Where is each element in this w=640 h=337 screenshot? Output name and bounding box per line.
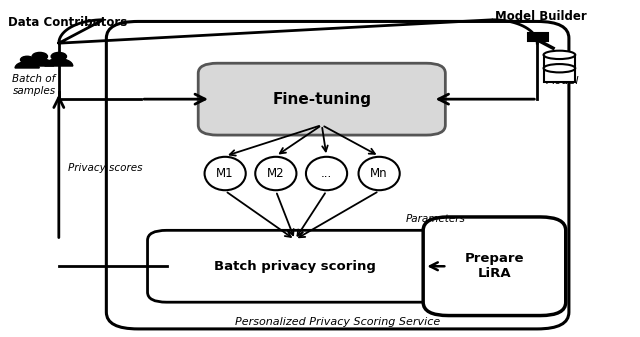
Ellipse shape xyxy=(543,64,575,72)
Text: Privacy scores: Privacy scores xyxy=(68,163,143,174)
Wedge shape xyxy=(15,62,39,68)
Text: Fine-tuning: Fine-tuning xyxy=(272,92,371,106)
Wedge shape xyxy=(26,59,54,66)
Text: Batch privacy scoring: Batch privacy scoring xyxy=(214,260,376,273)
Text: M2: M2 xyxy=(267,167,285,180)
Text: ...: ... xyxy=(321,167,332,180)
Text: Mn: Mn xyxy=(371,167,388,180)
Text: M1: M1 xyxy=(216,167,234,180)
FancyBboxPatch shape xyxy=(423,217,566,315)
Text: Batch of
samples: Batch of samples xyxy=(12,74,56,96)
Circle shape xyxy=(51,53,67,61)
Ellipse shape xyxy=(306,157,347,190)
Circle shape xyxy=(20,56,34,63)
Text: Prepare
LiRA: Prepare LiRA xyxy=(465,252,524,280)
FancyBboxPatch shape xyxy=(106,22,569,329)
Text: Data Contributors: Data Contributors xyxy=(8,17,127,29)
FancyBboxPatch shape xyxy=(198,63,445,135)
Ellipse shape xyxy=(205,157,246,190)
FancyBboxPatch shape xyxy=(148,230,442,302)
Text: Parameters: Parameters xyxy=(406,214,466,224)
Circle shape xyxy=(32,53,47,61)
Ellipse shape xyxy=(543,51,575,59)
Text: Model Builder: Model Builder xyxy=(495,10,586,23)
FancyBboxPatch shape xyxy=(528,33,548,41)
Ellipse shape xyxy=(255,157,296,190)
Text: Model: Model xyxy=(546,76,579,86)
Wedge shape xyxy=(45,59,73,66)
FancyBboxPatch shape xyxy=(543,55,575,82)
Ellipse shape xyxy=(358,157,400,190)
Text: Personalized Privacy Scoring Service: Personalized Privacy Scoring Service xyxy=(235,317,440,327)
